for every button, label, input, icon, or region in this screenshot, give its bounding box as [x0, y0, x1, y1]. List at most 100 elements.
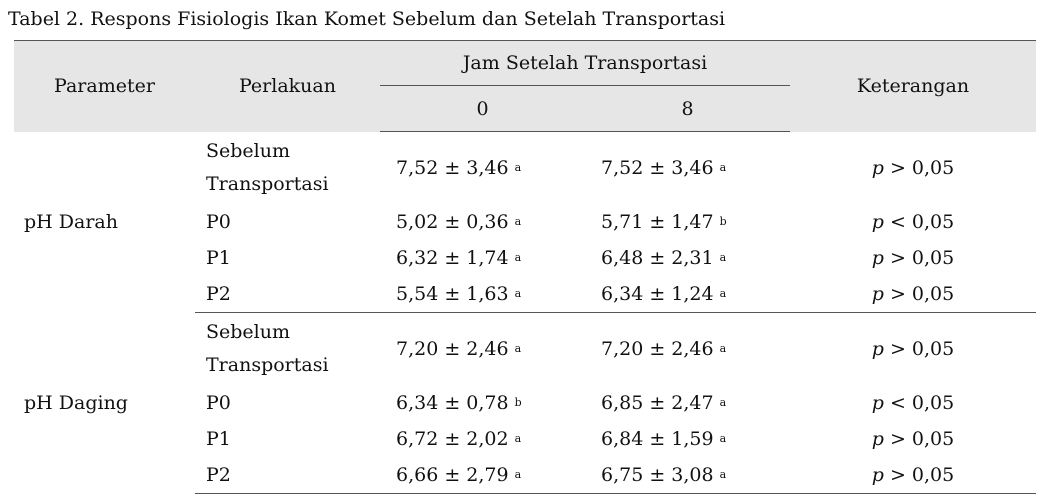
value-cell: 6,48 ± 2,31 a	[585, 240, 790, 276]
header-cell: Keterangan	[790, 40, 1036, 132]
p-symbol: p	[871, 464, 884, 486]
p-relation: > 0,05	[889, 247, 955, 269]
significance-letter: b	[719, 215, 727, 228]
perlakuan-cell: P2	[195, 276, 380, 313]
significance-letter: a	[719, 287, 727, 300]
p-symbol: p	[871, 247, 884, 269]
keterangan-cell: p < 0,05	[790, 204, 1036, 240]
table-row: pH Darah Sebelum Transportasi 7,52 ± 3,46 a…	[14, 132, 1036, 233]
table-row: pH Daging Sebelum Transportasi 7,20 ± 2,46…	[14, 313, 1036, 414]
value: 6,85 ± 2,47	[601, 392, 714, 414]
keterangan-cell: p > 0,05	[790, 132, 1036, 205]
value: 7,20 ± 2,46	[601, 338, 714, 360]
row-group: pH Darah Sebelum Transportasi 7,52 ± 3,46 a…	[14, 132, 1036, 313]
perlakuan-cell: Sebelum Transportasi	[206, 321, 329, 376]
p-relation: > 0,05	[889, 156, 955, 179]
significance-letter: b	[514, 396, 522, 409]
value: 7,20 ± 2,46	[396, 338, 509, 360]
value: 6,32 ± 1,74	[396, 247, 509, 269]
value: 6,34 ± 1,24	[601, 283, 714, 305]
perlakuan-cell: Sebelum Transportasi	[206, 139, 329, 195]
p-symbol: p	[871, 428, 884, 450]
table-row: P1 6,72 ± 2,02 a 6,84 ± 1,59 a p > 0,05	[14, 421, 1036, 457]
caption: Tabel 2. Respons Fisiologis Ikan Komet S…	[8, 8, 726, 30]
value-cell: 6,34 ± 0,78 b	[380, 385, 585, 421]
p-relation: > 0,05	[889, 283, 955, 305]
significance-letter: a	[514, 251, 522, 264]
value-cell: 7,52 ± 3,46 a	[585, 132, 790, 205]
value: 7,52 ± 3,46	[601, 157, 714, 179]
p-symbol: p	[871, 338, 884, 360]
header-cell: 8	[585, 85, 790, 132]
table-header: Parameter Perlakuan Jam Setelah Transpor…	[14, 40, 1036, 132]
value-cell: 6,34 ± 1,24 a	[585, 276, 790, 313]
value: 6,84 ± 1,59	[601, 428, 714, 450]
perlakuan-cell: P0	[206, 210, 231, 233]
keterangan-cell: p > 0,05	[790, 313, 1036, 386]
value-cell: 7,20 ± 2,46 a	[585, 313, 790, 386]
value-cell: 6,84 ± 1,59 a	[585, 421, 790, 457]
significance-letter: a	[719, 161, 727, 174]
p-relation: > 0,05	[889, 338, 955, 360]
significance-letter: a	[719, 468, 727, 481]
table-row: P0 6,34 ± 0,78 b 6,85 ± 2,47 a p < 0,05	[14, 385, 1036, 421]
perlakuan-cell: P1	[206, 427, 231, 450]
table-row: P0 5,02 ± 0,36 a 5,71 ± 1,47 b p < 0,05	[14, 204, 1036, 240]
significance-letter: a	[514, 287, 522, 300]
significance-letter: a	[719, 342, 727, 355]
significance-letter: a	[514, 215, 522, 228]
significance-letter: a	[719, 432, 727, 445]
keterangan-cell: p > 0,05	[790, 276, 1036, 313]
p-symbol: p	[871, 392, 884, 414]
keterangan-cell: p < 0,05	[790, 385, 1036, 421]
p-symbol: p	[871, 156, 884, 179]
value-cell: 7,20 ± 2,46 a	[380, 313, 585, 386]
value: 5,02 ± 0,36	[396, 211, 509, 233]
p-relation: < 0,05	[889, 211, 955, 233]
value-cell: 6,66 ± 2,79 a	[380, 457, 585, 494]
p-symbol: p	[871, 283, 884, 305]
value-cell: 5,02 ± 0,36 a	[380, 204, 585, 240]
value: 5,54 ± 1,63	[396, 283, 509, 305]
value-cell: 6,32 ± 1,74 a	[380, 240, 585, 276]
value: 6,75 ± 3,08	[601, 464, 714, 486]
table-row: P1 6,32 ± 1,74 a 6,48 ± 2,31 a p > 0,05	[14, 240, 1036, 276]
p-relation: > 0,05	[889, 464, 955, 486]
p-relation: > 0,05	[889, 428, 955, 450]
value: 6,66 ± 2,79	[396, 464, 509, 486]
keterangan-cell: p > 0,05	[790, 240, 1036, 276]
perlakuan-cell: P0	[206, 391, 231, 414]
perlakuan-cell: P1	[206, 246, 231, 269]
significance-letter: a	[514, 161, 522, 174]
header-cell: Parameter	[14, 40, 195, 132]
value-cell: 6,85 ± 2,47 a	[585, 385, 790, 421]
value: 6,34 ± 0,78	[396, 392, 509, 414]
value-cell: 7,52 ± 3,46 a	[380, 132, 585, 205]
value: 6,72 ± 2,02	[396, 428, 509, 450]
perlakuan-cell: P2	[195, 457, 380, 494]
header-cell: 0	[380, 85, 585, 132]
value: 6,48 ± 2,31	[601, 247, 714, 269]
p-relation: < 0,05	[889, 392, 955, 414]
table-row: P2 5,54 ± 1,63 a 6,34 ± 1,24 a p > 0,05	[14, 276, 1036, 313]
header-cell: Perlakuan	[195, 40, 380, 132]
value-cell: 6,72 ± 2,02 a	[380, 421, 585, 457]
value: 7,52 ± 3,46	[396, 157, 509, 179]
significance-letter: a	[719, 251, 727, 264]
significance-letter: a	[514, 432, 522, 445]
value: 5,71 ± 1,47	[601, 211, 714, 233]
table: Parameter Perlakuan Jam Setelah Transpor…	[14, 40, 1036, 494]
keterangan-cell: p > 0,05	[790, 457, 1036, 494]
header-row: Parameter Perlakuan Jam Setelah Transpor…	[14, 40, 1036, 132]
significance-letter: a	[514, 468, 522, 481]
value-cell: 5,71 ± 1,47 b	[585, 204, 790, 240]
value-cell: 5,54 ± 1,63 a	[380, 276, 585, 313]
significance-letter: a	[719, 396, 727, 409]
header-group: Jam Setelah Transportasi	[380, 40, 790, 86]
keterangan-cell: p > 0,05	[790, 421, 1036, 457]
header-row: 0 8	[14, 85, 1036, 132]
p-symbol: p	[871, 211, 884, 233]
parameter-cell: pH Darah	[24, 211, 118, 233]
parameter-cell: pH Daging	[24, 392, 128, 414]
